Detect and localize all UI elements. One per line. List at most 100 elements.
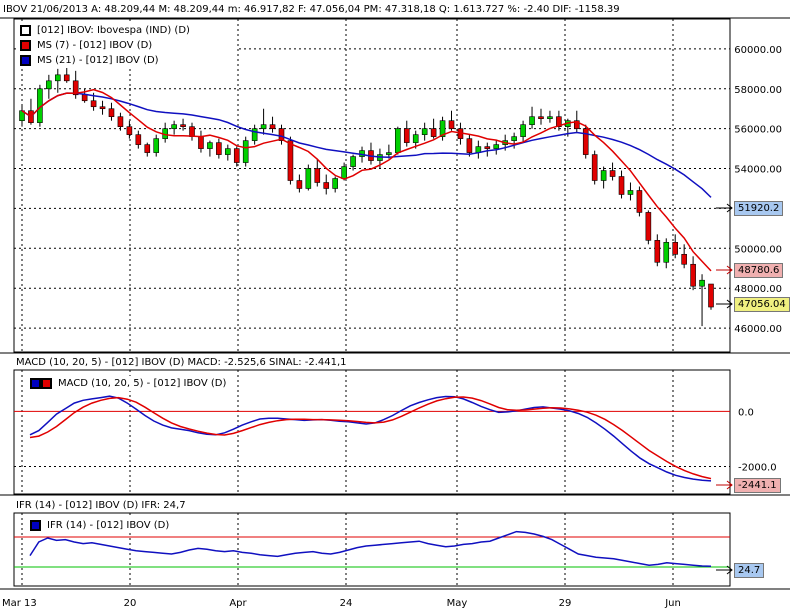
- candle-up: [242, 140, 249, 163]
- candle-down: [278, 128, 285, 141]
- ms7-line: [21, 88, 712, 272]
- candle-down: [63, 74, 70, 82]
- legend-swatch-ms21-icon: [20, 55, 31, 66]
- ms21-arrow-icon: [716, 203, 733, 213]
- legend-swatch-ifr-icon: [30, 520, 41, 531]
- candle-up: [600, 170, 607, 181]
- candle-down: [198, 136, 204, 149]
- candle-down: [287, 140, 294, 181]
- price-ytick-label: 58000.00: [734, 85, 782, 96]
- candle-up: [529, 116, 535, 125]
- candle-up: [341, 166, 347, 179]
- candle-up: [350, 156, 356, 167]
- legend-item-ms21: MS (21) - [012] IBOV (D): [16, 53, 236, 68]
- candle-up: [547, 116, 553, 120]
- ifr-legend: IFR (14) - [012] IBOV (D): [26, 518, 170, 533]
- candle-up: [153, 138, 160, 153]
- candle-down: [135, 134, 142, 145]
- legend-swatch-ibov-icon: [20, 25, 31, 36]
- candle-down: [72, 80, 79, 96]
- candle-up: [54, 74, 61, 82]
- candle-up: [699, 279, 705, 287]
- candle-down: [484, 146, 491, 149]
- ifr-arrow-icon: [716, 565, 733, 575]
- close-arrow-icon: [716, 299, 733, 309]
- candle-up: [493, 144, 500, 149]
- candle-up: [663, 242, 670, 263]
- ifr-header: IFR (14) - [012] IBOV (D) IFR: 24,7: [16, 500, 186, 511]
- candle-down: [99, 106, 106, 110]
- legend-swatch-signal-icon: [41, 378, 52, 389]
- candle-down: [654, 240, 661, 263]
- candle-down: [466, 138, 473, 153]
- macd-legend: MACD (10, 20, 5) - [012] IBOV (D): [26, 376, 227, 391]
- candle-down: [573, 120, 580, 129]
- candle-up: [225, 148, 231, 155]
- x-tick-label: 20: [124, 598, 137, 609]
- price-ytick-label: 50000.00: [734, 244, 782, 255]
- legend-label-macd: MACD (10, 20, 5) - [012] IBOV (D): [58, 378, 227, 389]
- ms7-arrow-icon: [716, 265, 733, 275]
- macd-ytick-label: 0.0: [738, 407, 754, 418]
- candle-down: [144, 144, 151, 153]
- price-ytick-label: 46000.00: [734, 324, 782, 335]
- candle-down: [591, 154, 598, 181]
- candle-down: [690, 263, 696, 287]
- candle-up: [520, 124, 526, 137]
- price-header: IBOV 21/06/2013 A: 48.209,44 M: 48.209,4…: [3, 4, 620, 15]
- candle-up: [421, 128, 428, 135]
- ifr-line: [29, 530, 712, 567]
- candle-down: [645, 212, 652, 241]
- candle-down: [681, 253, 687, 265]
- candle-up: [171, 124, 177, 129]
- candle-down: [323, 182, 330, 189]
- legend-label-ifr: IFR (14) - [012] IBOV (D): [47, 520, 170, 531]
- legend-item-ifr: IFR (14) - [012] IBOV (D): [26, 518, 169, 533]
- panel-frame-1: [13, 18, 731, 353]
- legend-label-ms7: MS (7) - [012] IBOV (D): [37, 40, 153, 51]
- x-tick-label: 29: [559, 598, 572, 609]
- macd-line: [29, 395, 712, 482]
- candle-down: [180, 124, 186, 127]
- candle-down: [296, 180, 303, 189]
- price-ytick-label: 56000.00: [734, 125, 782, 136]
- price-legend: [012] IBOV: Ibovespa (IND) (D) MS (7) - …: [16, 23, 236, 68]
- candle-up: [260, 124, 267, 129]
- candle-up: [412, 134, 419, 143]
- x-tick-label: May: [447, 598, 468, 609]
- macd-ytick-label: -2000.0: [738, 462, 777, 473]
- price-ytick-label: 54000.00: [734, 165, 782, 176]
- candle-down: [618, 176, 625, 195]
- x-tick-label: Mar 13: [2, 598, 37, 609]
- x-tick-label: Apr: [229, 598, 247, 609]
- legend-item-ms7: MS (7) - [012] IBOV (D): [16, 38, 236, 53]
- ms21-value-tag: 51920.2: [734, 201, 784, 216]
- candle-up: [395, 128, 401, 153]
- macd-value-tag: -2441.1: [734, 478, 781, 493]
- legend-swatch-ms7-icon: [20, 40, 31, 51]
- candle-down: [189, 126, 195, 137]
- candle-down: [216, 142, 222, 155]
- candle-up: [439, 120, 446, 137]
- legend-label-ms21: MS (21) - [012] IBOV (D): [37, 55, 159, 66]
- candle-down: [672, 242, 679, 255]
- candle-down: [430, 128, 437, 137]
- legend-swatch-macd-icon: [30, 378, 41, 389]
- candle-down: [403, 128, 410, 143]
- candle-up: [251, 128, 258, 141]
- candle-down: [609, 170, 616, 177]
- candle-down: [582, 128, 589, 155]
- price-ytick-label: 48000.00: [734, 284, 782, 295]
- x-tick-label: Jun: [664, 598, 681, 609]
- legend-item-macd: MACD (10, 20, 5) - [012] IBOV (D): [26, 376, 226, 391]
- ifr-value-tag: 24.7: [734, 563, 765, 578]
- close-value-tag: 47056.04: [734, 297, 790, 312]
- legend-item-ibov: [012] IBOV: Ibovespa (IND) (D): [16, 23, 236, 38]
- candle-down: [108, 108, 115, 118]
- candle-down: [708, 283, 714, 308]
- candle-up: [332, 178, 338, 189]
- candle-up: [627, 190, 634, 195]
- ms7-value-tag: 48780.6: [734, 263, 784, 278]
- candle-down: [314, 168, 321, 183]
